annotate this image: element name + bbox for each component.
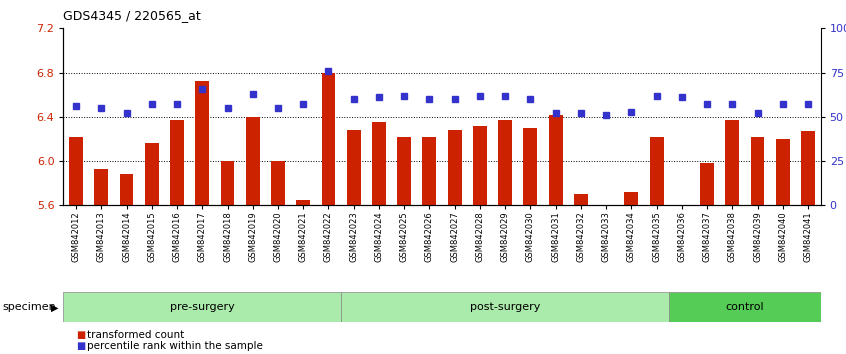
Bar [271,161,285,205]
Bar [170,120,184,205]
Bar [624,192,638,205]
Bar [700,163,714,205]
Text: ▶: ▶ [51,302,58,312]
Bar [473,126,486,205]
Bar [675,205,689,207]
Text: ■: ■ [76,330,85,339]
Bar [63,292,341,322]
Bar [498,120,512,205]
Bar [750,137,765,205]
Bar [296,200,310,205]
Bar [549,115,563,205]
Bar [321,73,335,205]
Bar [669,292,821,322]
Text: pre-surgery: pre-surgery [170,302,234,312]
Bar [145,143,159,205]
Bar [69,137,83,205]
Bar [422,137,437,205]
Text: percentile rank within the sample: percentile rank within the sample [87,341,263,351]
Text: post-surgery: post-surgery [470,302,541,312]
Text: control: control [726,302,764,312]
Text: specimen: specimen [3,302,57,312]
Bar [801,131,815,205]
Bar [448,130,462,205]
Bar [347,130,360,205]
Bar [95,169,108,205]
Text: transformed count: transformed count [87,330,184,339]
Text: ■: ■ [76,341,85,351]
Bar [574,194,588,205]
Bar [398,137,411,205]
Bar [119,174,134,205]
Bar [725,120,739,205]
Bar [776,139,789,205]
Bar [341,292,669,322]
Bar [195,81,209,205]
Bar [372,122,386,205]
Bar [650,137,663,205]
Text: GDS4345 / 220565_at: GDS4345 / 220565_at [63,9,201,22]
Bar [246,117,260,205]
Bar [524,128,537,205]
Bar [221,161,234,205]
